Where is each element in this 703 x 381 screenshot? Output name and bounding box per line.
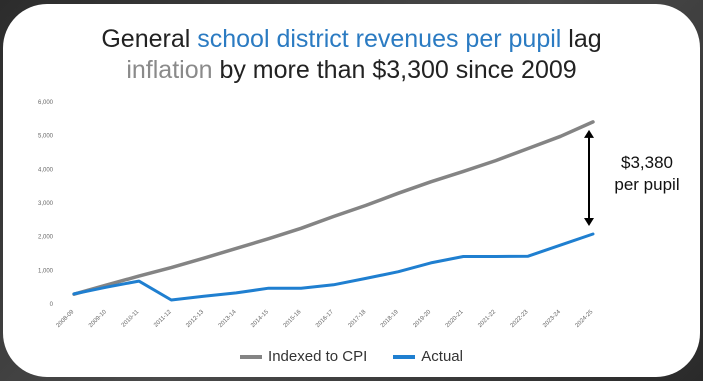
- y-tick-label: 1,000: [38, 268, 54, 274]
- chart-title: General school district revenues per pup…: [3, 24, 700, 86]
- title-part-2: school district revenues per pupil: [197, 25, 562, 53]
- y-tick-label: 5,000: [38, 134, 54, 140]
- x-tick-label: 2018-19: [380, 309, 400, 329]
- gap-unit: per pupil: [614, 175, 680, 194]
- x-axis-ticks: 2008-09 2009-10 2010-11 2011-12 2012-13 2013-…: [56, 309, 595, 329]
- y-tick-label: 6,000: [38, 100, 54, 106]
- gap-value: $3,380: [621, 153, 673, 172]
- x-tick-label: 2021-22: [477, 309, 497, 329]
- gap-annotation: $3,380 per pupil: [601, 152, 693, 196]
- series-line-cpi: [72, 120, 595, 296]
- legend-swatch-actual: [393, 354, 416, 359]
- x-tick-label: 2014-15: [250, 309, 270, 329]
- x-tick-label: 2016-17: [315, 309, 335, 329]
- title-part-4: inflation: [126, 56, 213, 84]
- series-layer: [72, 120, 595, 302]
- y-tick-label: 3,000: [38, 201, 54, 207]
- y-axis-ticks: 0 1,000 2,000 3,000 4,000 5,000 6,000: [38, 100, 54, 308]
- gap-arrow-head-top: [584, 129, 594, 138]
- y-tick-label: 0: [50, 302, 54, 308]
- x-tick-label: 2013-14: [218, 309, 238, 329]
- y-tick-label: 4,000: [38, 167, 54, 173]
- x-tick-label: 2023-24: [542, 309, 562, 329]
- x-tick-label: 2019-20: [412, 309, 432, 329]
- x-tick-label: 2010-11: [121, 309, 141, 329]
- legend-item-cpi: Indexed to CPI: [240, 348, 367, 365]
- title-part-5: by more than $3,300 since 2009: [212, 56, 577, 84]
- legend-label-actual: Actual: [421, 348, 463, 365]
- legend-swatch-cpi: [240, 354, 263, 359]
- gap-arrow: [584, 129, 594, 226]
- x-tick-label: 2024-25: [575, 309, 595, 329]
- legend-label-cpi: Indexed to CPI: [268, 348, 368, 365]
- title-part-1: General: [101, 25, 198, 53]
- chart-card: General school district revenues per pup…: [3, 4, 700, 377]
- chart-legend: Indexed to CPI Actual: [3, 348, 700, 365]
- x-tick-label: 2012-13: [185, 309, 205, 329]
- title-part-3: lag: [561, 25, 602, 53]
- x-tick-label: 2022-23: [510, 309, 530, 329]
- y-tick-label: 2,000: [38, 235, 54, 241]
- x-tick-label: 2011-12: [153, 309, 173, 329]
- x-tick-label: 2015-16: [283, 309, 303, 329]
- x-tick-label: 2020-21: [445, 309, 465, 329]
- x-tick-label: 2009-10: [88, 309, 108, 329]
- x-tick-label: 2008-09: [56, 309, 76, 329]
- x-tick-label: 2017-18: [348, 309, 368, 329]
- legend-item-actual: Actual: [393, 348, 463, 365]
- gap-arrow-head-bottom: [584, 217, 594, 226]
- series-line-actual: [72, 232, 595, 302]
